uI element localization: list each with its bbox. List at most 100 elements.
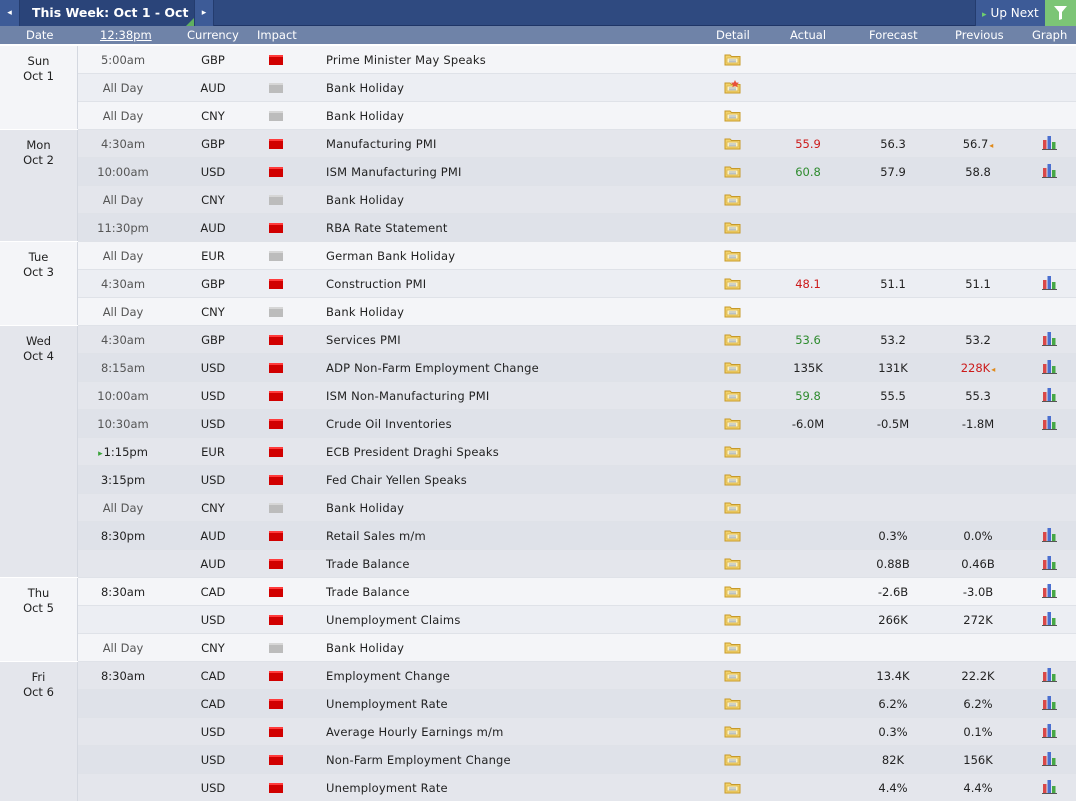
graph-icon[interactable] (1041, 415, 1058, 431)
event-row[interactable]: All Day AUD Bank Holiday (78, 74, 1076, 102)
graph-icon[interactable] (1041, 331, 1058, 347)
graph-icon[interactable] (1041, 387, 1058, 403)
high-impact-icon[interactable] (269, 615, 283, 625)
detail-folder-icon[interactable] (724, 220, 741, 234)
high-impact-icon[interactable] (269, 447, 283, 457)
event-row[interactable]: 3:15pm USD Fed Chair Yellen Speaks (78, 466, 1076, 494)
graph-icon[interactable] (1041, 723, 1058, 739)
event-previous[interactable]: 156K (928, 753, 1028, 767)
detail-folder-icon[interactable] (724, 332, 741, 346)
detail-folder-icon[interactable] (724, 696, 741, 710)
holiday-impact-icon[interactable] (269, 111, 283, 121)
event-row[interactable]: CAD Unemployment Rate 6.2% 6.2% (78, 690, 1076, 718)
event-title[interactable]: German Bank Holiday (326, 249, 456, 263)
event-row[interactable]: 8:15am USD ADP Non-Farm Employment Change 1… (78, 354, 1076, 382)
event-title[interactable]: Bank Holiday (326, 641, 405, 655)
graph-icon[interactable] (1041, 527, 1058, 543)
event-title[interactable]: Bank Holiday (326, 81, 405, 95)
high-impact-icon[interactable] (269, 559, 283, 569)
detail-folder-icon[interactable] (724, 584, 741, 598)
revised-marker-icon[interactable]: ◂ (989, 141, 994, 150)
week-title[interactable]: This Week: Oct 1 - Oct 7 (20, 0, 194, 46)
event-row[interactable]: USD Unemployment Rate 4.4% 4.4% (78, 774, 1076, 801)
event-previous[interactable]: 51.1 (928, 277, 1028, 291)
detail-folder-icon[interactable] (724, 248, 741, 262)
event-title[interactable]: Retail Sales m/m (326, 529, 426, 543)
event-title[interactable]: ADP Non-Farm Employment Change (326, 361, 539, 375)
holiday-impact-icon[interactable] (269, 307, 283, 317)
detail-folder-icon[interactable] (724, 500, 741, 514)
high-impact-icon[interactable] (269, 475, 283, 485)
graph-icon[interactable] (1041, 275, 1058, 291)
event-row[interactable]: All Day CNY Bank Holiday (78, 634, 1076, 662)
event-title[interactable]: Employment Change (326, 669, 450, 683)
event-title[interactable]: Prime Minister May Speaks (326, 53, 486, 67)
event-previous[interactable]: 56.7◂ (928, 137, 1028, 151)
event-row[interactable]: 11:30pm AUD RBA Rate Statement (78, 214, 1076, 242)
event-title[interactable]: Crude Oil Inventories (326, 417, 452, 431)
event-title[interactable]: Construction PMI (326, 277, 427, 291)
event-previous[interactable]: 22.2K (928, 669, 1028, 683)
event-row[interactable]: 4:30am GBP Services PMI 53.6 53.2 53.2 (78, 326, 1076, 354)
event-title[interactable]: Unemployment Rate (326, 781, 448, 795)
high-impact-icon[interactable] (269, 671, 283, 681)
event-row[interactable]: 10:00am USD ISM Non-Manufacturing PMI 59.8 5… (78, 382, 1076, 410)
event-title[interactable]: Manufacturing PMI (326, 137, 437, 151)
event-row[interactable]: 8:30am CAD Employment Change 13.4K 22.2K (78, 662, 1076, 690)
detail-folder-icon[interactable] (724, 108, 741, 122)
high-impact-icon[interactable] (269, 531, 283, 541)
event-row[interactable]: AUD Trade Balance 0.88B 0.46B (78, 550, 1076, 578)
high-impact-icon[interactable] (269, 727, 283, 737)
graph-icon[interactable] (1041, 695, 1058, 711)
event-row[interactable]: 10:30am USD Crude Oil Inventories -6.0M -0.5… (78, 410, 1076, 438)
graph-icon[interactable] (1041, 751, 1058, 767)
high-impact-icon[interactable] (269, 139, 283, 149)
high-impact-icon[interactable] (269, 783, 283, 793)
detail-folder-icon[interactable] (724, 556, 741, 570)
event-title[interactable]: Bank Holiday (326, 501, 405, 515)
high-impact-icon[interactable] (269, 587, 283, 597)
event-title[interactable]: ECB President Draghi Speaks (326, 445, 499, 459)
event-title[interactable]: Bank Holiday (326, 109, 405, 123)
holiday-impact-icon[interactable] (269, 503, 283, 513)
detail-folder-icon[interactable] (724, 52, 741, 66)
detail-folder-icon[interactable] (724, 416, 741, 430)
event-row[interactable]: All Day CNY Bank Holiday (78, 298, 1076, 326)
event-title[interactable]: Services PMI (326, 333, 401, 347)
event-row[interactable]: All Day CNY Bank Holiday (78, 186, 1076, 214)
graph-icon[interactable] (1041, 359, 1058, 375)
event-row[interactable]: 5:00am GBP Prime Minister May Speaks (78, 46, 1076, 74)
high-impact-icon[interactable] (269, 755, 283, 765)
event-row[interactable]: 4:30am GBP Manufacturing PMI 55.9 56.3 56.7◂ (78, 130, 1076, 158)
detail-folder-icon[interactable] (724, 360, 741, 374)
detail-folder-icon[interactable] (724, 612, 741, 626)
event-row[interactable]: All Day CNY Bank Holiday (78, 494, 1076, 522)
event-previous[interactable]: 53.2 (928, 333, 1028, 347)
detail-folder-icon[interactable] (724, 192, 741, 206)
event-row[interactable]: 8:30am CAD Trade Balance -2.6B -3.0B (78, 578, 1076, 606)
event-title[interactable]: Trade Balance (326, 585, 410, 599)
high-impact-icon[interactable] (269, 419, 283, 429)
detail-folder-icon[interactable] (724, 640, 741, 654)
holiday-impact-icon[interactable] (269, 251, 283, 261)
high-impact-icon[interactable] (269, 279, 283, 289)
event-title[interactable]: Unemployment Rate (326, 697, 448, 711)
header-time[interactable]: 12:38pm (100, 28, 152, 42)
graph-icon[interactable] (1041, 135, 1058, 151)
detail-folder-icon[interactable] (724, 276, 741, 290)
event-title[interactable]: Average Hourly Earnings m/m (326, 725, 504, 739)
graph-icon[interactable] (1041, 583, 1058, 599)
event-previous[interactable]: 4.4% (928, 781, 1028, 795)
event-previous[interactable]: 0.46B (928, 557, 1028, 571)
high-impact-icon[interactable] (269, 391, 283, 401)
detail-folder-icon[interactable] (724, 164, 741, 178)
detail-folder-star-icon[interactable] (724, 80, 741, 94)
event-row[interactable]: ▸1:15pm EUR ECB President Draghi Speaks (78, 438, 1076, 466)
event-previous[interactable]: 0.1% (928, 725, 1028, 739)
event-title[interactable]: Unemployment Claims (326, 613, 461, 627)
event-previous[interactable]: 0.0% (928, 529, 1028, 543)
event-row[interactable]: USD Unemployment Claims 266K 272K (78, 606, 1076, 634)
event-row[interactable]: All Day EUR German Bank Holiday (78, 242, 1076, 270)
graph-icon[interactable] (1041, 163, 1058, 179)
event-previous[interactable]: 55.3 (928, 389, 1028, 403)
